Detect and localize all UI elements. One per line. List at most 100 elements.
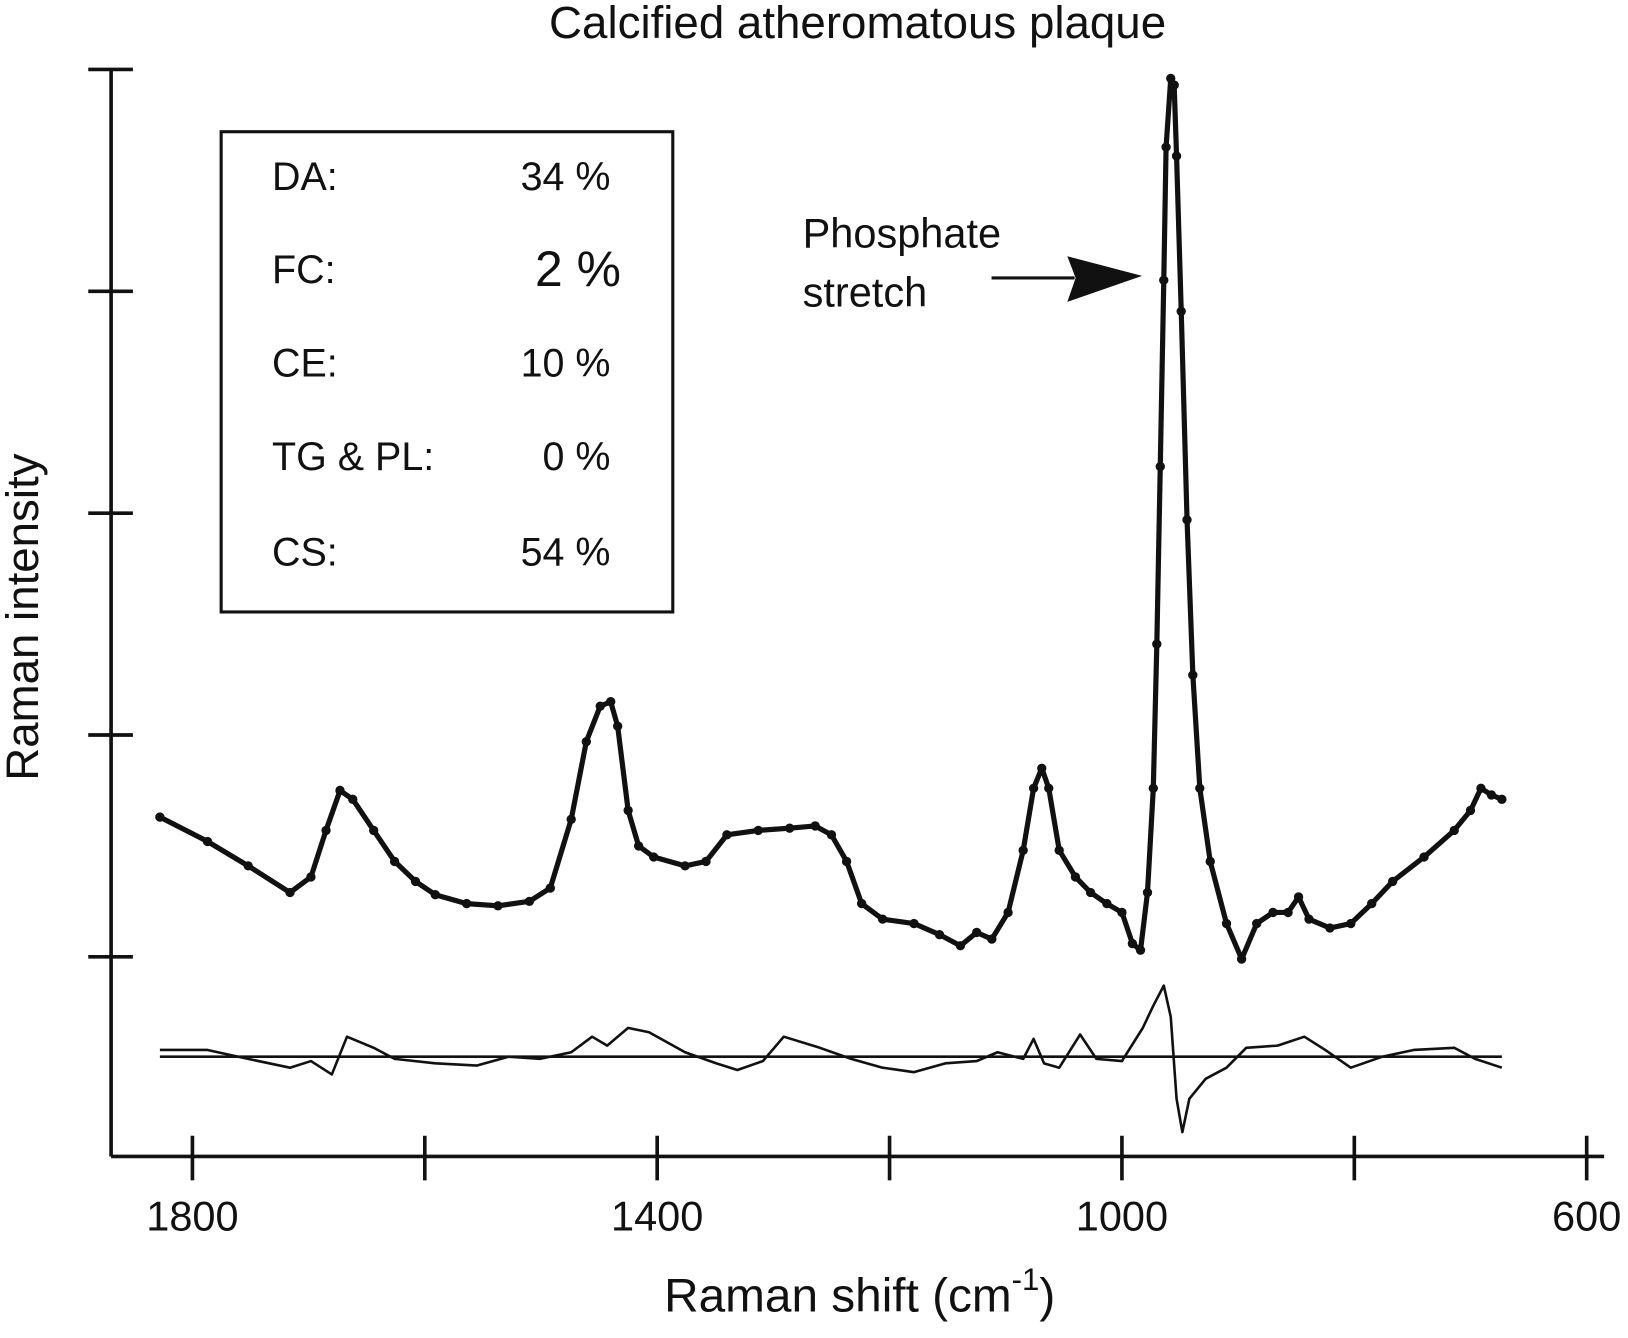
data-point xyxy=(909,918,919,929)
data-point xyxy=(1028,783,1039,793)
data-point xyxy=(633,841,644,851)
data-point xyxy=(1155,461,1165,472)
annotation-text: Phosphate xyxy=(803,209,1002,256)
data-point xyxy=(348,794,358,805)
data-point xyxy=(1268,907,1278,918)
data-point xyxy=(955,941,966,951)
data-point xyxy=(1221,918,1232,929)
annotation-text: stretch xyxy=(803,269,928,316)
data-point xyxy=(1205,856,1215,867)
composition-label: CS: xyxy=(272,530,338,574)
data-point xyxy=(1476,783,1486,793)
data-point xyxy=(1159,275,1169,285)
y-axis-label: Raman intensity xyxy=(0,453,48,780)
data-point xyxy=(1182,515,1192,525)
data-point xyxy=(1003,907,1013,918)
data-point xyxy=(701,856,711,867)
data-point xyxy=(321,825,331,836)
data-point xyxy=(1102,898,1112,909)
data-point xyxy=(1283,907,1293,918)
data-point xyxy=(1085,887,1096,898)
data-point xyxy=(1486,790,1497,800)
data-point xyxy=(934,929,945,940)
data-point xyxy=(369,825,379,836)
data-point xyxy=(1117,907,1127,918)
data-point xyxy=(389,856,400,867)
annotation-arrow-head xyxy=(1067,256,1143,302)
data-point xyxy=(335,785,345,796)
data-point xyxy=(595,701,605,711)
x-tick-label: 1800 xyxy=(146,1193,238,1240)
data-point xyxy=(680,861,690,871)
data-point xyxy=(1152,639,1162,649)
data-point xyxy=(1293,892,1304,902)
data-point xyxy=(1142,887,1153,898)
chart-title: Calcified atheromatous plaque xyxy=(549,0,1166,48)
data-point xyxy=(1325,923,1335,933)
data-point xyxy=(877,914,888,924)
data-point xyxy=(826,830,837,840)
data-point xyxy=(1176,306,1186,316)
data-point xyxy=(493,901,503,911)
data-point xyxy=(524,896,535,907)
data-point xyxy=(243,861,253,871)
data-point xyxy=(581,736,591,747)
series-line xyxy=(158,75,1503,962)
data-point xyxy=(202,836,213,847)
data-point xyxy=(461,898,472,909)
x-axis-label: Raman shift (cm-1) xyxy=(664,1262,1055,1322)
data-point xyxy=(1252,918,1262,929)
data-point xyxy=(1419,852,1429,862)
data-point xyxy=(1044,783,1054,793)
data-point xyxy=(1188,670,1198,680)
data-point xyxy=(1346,918,1356,929)
data-point xyxy=(722,830,732,840)
data-point xyxy=(1171,151,1182,161)
composition-label: CE: xyxy=(272,342,338,386)
data-point xyxy=(410,876,421,887)
data-point xyxy=(613,721,623,731)
x-axis-label-text: Raman shift (cm xyxy=(664,1269,1012,1322)
data-point xyxy=(285,887,295,898)
x-tick-label: 1400 xyxy=(611,1193,703,1240)
data-point xyxy=(649,852,659,862)
data-point xyxy=(606,697,616,707)
x-tick-label: 1000 xyxy=(1076,1193,1168,1240)
data-point xyxy=(784,823,795,833)
composition-value: 34 % xyxy=(521,155,611,199)
data-point xyxy=(841,856,852,867)
data-point xyxy=(1127,938,1138,949)
data-point xyxy=(1169,80,1179,90)
data-point xyxy=(545,883,555,893)
data-point xyxy=(1070,872,1081,882)
composition-value: 0 % xyxy=(543,435,611,479)
data-point xyxy=(1161,142,1171,152)
data-point xyxy=(1135,945,1146,955)
data-point xyxy=(1497,794,1507,805)
data-point xyxy=(623,805,633,816)
composition-value: 54 % xyxy=(521,530,611,574)
data-point xyxy=(306,872,316,882)
composition-label: FC: xyxy=(272,248,336,292)
data-point xyxy=(155,812,165,822)
data-point xyxy=(1054,845,1064,856)
data-point xyxy=(1449,825,1459,836)
data-point xyxy=(1018,845,1028,856)
data-point xyxy=(987,934,997,944)
x-tick-label: 600 xyxy=(1552,1193,1621,1240)
composition-value: 2 % xyxy=(535,241,621,297)
data-point xyxy=(430,890,440,900)
composition-label: DA: xyxy=(272,155,338,199)
x-axis-label-sup: -1 xyxy=(1012,1262,1040,1297)
data-point xyxy=(1236,954,1247,964)
series-line xyxy=(159,984,1503,1134)
composition-label: TG & PL: xyxy=(272,435,434,479)
data-point xyxy=(1148,783,1158,793)
data-point xyxy=(1465,805,1476,816)
data-point xyxy=(810,821,820,831)
x-axis-label-end: ) xyxy=(1039,1269,1055,1322)
data-point xyxy=(1387,876,1398,887)
data-point xyxy=(566,814,576,824)
data-point xyxy=(1304,914,1314,924)
